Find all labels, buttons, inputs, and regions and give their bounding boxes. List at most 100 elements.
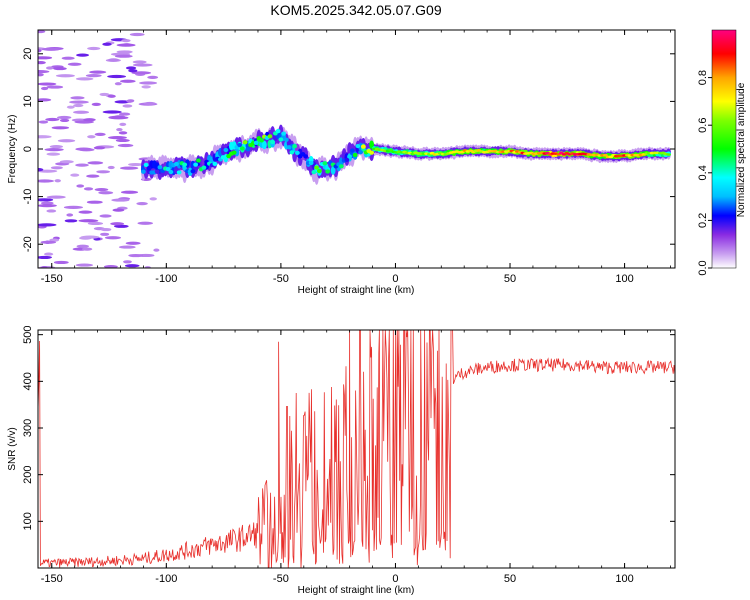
noise-speckle [57,115,72,120]
ridge-core [303,154,309,159]
noise-speckle [102,42,112,46]
noise-speckle [114,82,122,86]
spectrogram-content [38,30,671,268]
noise-speckle [118,112,131,116]
noise-speckle [61,56,75,60]
noise-speckle [49,145,63,149]
colorbar-tick-label: 0.4 [697,165,709,180]
noise-speckle [99,214,112,218]
colorbar-ticks: 0.0 0.2 0.4 0.6 0.8 [697,70,712,276]
noise-speckle [75,163,89,167]
ridge-core [193,162,199,167]
spectrogram-y-tick-label: -10 [22,189,34,205]
noise-speckle [54,179,61,183]
noise-speckle [38,56,53,60]
spectrogram-y-tick-label: 0 [22,146,34,152]
ridge-core [278,137,284,142]
noise-speckle [116,50,133,54]
noise-speckle [46,66,54,70]
noise-speckle [120,190,139,194]
ridge-core [355,143,361,149]
spectrogram-x-tick-label: 0 [392,273,398,285]
noise-speckle [83,187,94,191]
noise-speckle [94,132,106,136]
colorbar-gradient [711,29,737,269]
noise-speckle [38,49,42,53]
snr-frame [37,329,676,569]
ridge-core [311,169,317,175]
spectrogram-x-tick-label: -50 [273,273,289,285]
snr-x-tick-label: -50 [273,573,289,585]
snr-x-tick-label: 0 [392,573,398,585]
ridge-core [338,164,344,169]
snr-axes: -150 -100 -50 0 50 100 100 200 300 400 500 [22,325,675,585]
ridge-core [275,129,281,134]
snr-x-axis-label: Height of straight line (km) [298,585,415,596]
ridge-core [141,169,146,174]
noise-speckle [40,86,49,91]
noise-speckle [38,167,44,172]
noise-speckle [64,219,78,223]
noise-speckle [111,198,130,202]
noise-speckle [96,170,111,174]
snr-x-tick-label: -100 [155,573,177,585]
ridge-core [239,146,245,151]
ridge-core [220,155,226,160]
ridge-core [231,150,237,155]
noise-speckle [59,118,70,123]
noise-speckle [81,247,93,251]
noise-speckle [46,85,64,89]
noise-speckle [125,241,141,245]
noise-speckle [38,82,57,86]
noise-speckle [63,205,84,210]
ridge-core [281,131,287,136]
noise-speckle [38,30,46,34]
noise-speckle [108,116,129,120]
noise-speckle [108,136,127,140]
ridge-core [358,150,364,155]
noise-speckle [38,223,57,227]
noise-speckle [38,135,52,139]
noise-speckle [51,126,70,130]
noise-speckle [76,244,89,248]
ridge-core [253,140,259,145]
noise-speckle [91,102,101,106]
spectrogram-y-tick-label: 10 [22,95,34,107]
noise-speckle [38,169,58,173]
ridge-core [352,152,358,158]
noise-speckle [87,161,104,165]
noise-speckle [44,148,64,152]
noise-speckle [59,160,74,164]
ridge-core [666,153,671,156]
colorbar-tick-label: 0.8 [697,70,709,85]
noise-speckle [75,147,93,151]
noise-speckle [118,245,136,249]
ridge-core [146,166,152,171]
noise-speckle [126,99,135,103]
noise-speckle [83,118,96,122]
ridge-core [168,169,174,175]
snr-y-tick-label: 400 [22,372,34,390]
noise-speckle [86,200,103,204]
noise-speckle [78,210,93,214]
ridge-core [212,161,218,166]
noise-speckle [86,174,100,178]
ridge-core [602,153,608,157]
ridge-core [316,168,322,174]
noise-speckle [123,260,132,264]
colorbar-label: Normalized spectral amplitude [736,82,747,217]
snr-y-tick-label: 100 [22,512,34,530]
noise-speckle [128,162,144,167]
ridge-core [322,161,328,166]
noise-speckle [40,201,54,205]
noise-speckle [119,122,127,126]
noise-speckle [76,184,85,188]
ridge-core [347,154,353,159]
noise-speckle [38,98,52,102]
noise-speckle [73,110,90,114]
noise-speckle [53,260,69,265]
snr-x-tick-label: 50 [504,573,516,585]
ridge-core [195,158,201,163]
